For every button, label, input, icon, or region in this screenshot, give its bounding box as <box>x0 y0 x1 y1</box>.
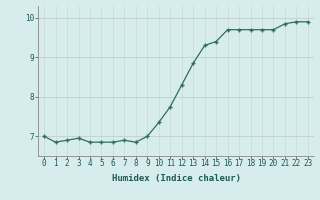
X-axis label: Humidex (Indice chaleur): Humidex (Indice chaleur) <box>111 174 241 183</box>
